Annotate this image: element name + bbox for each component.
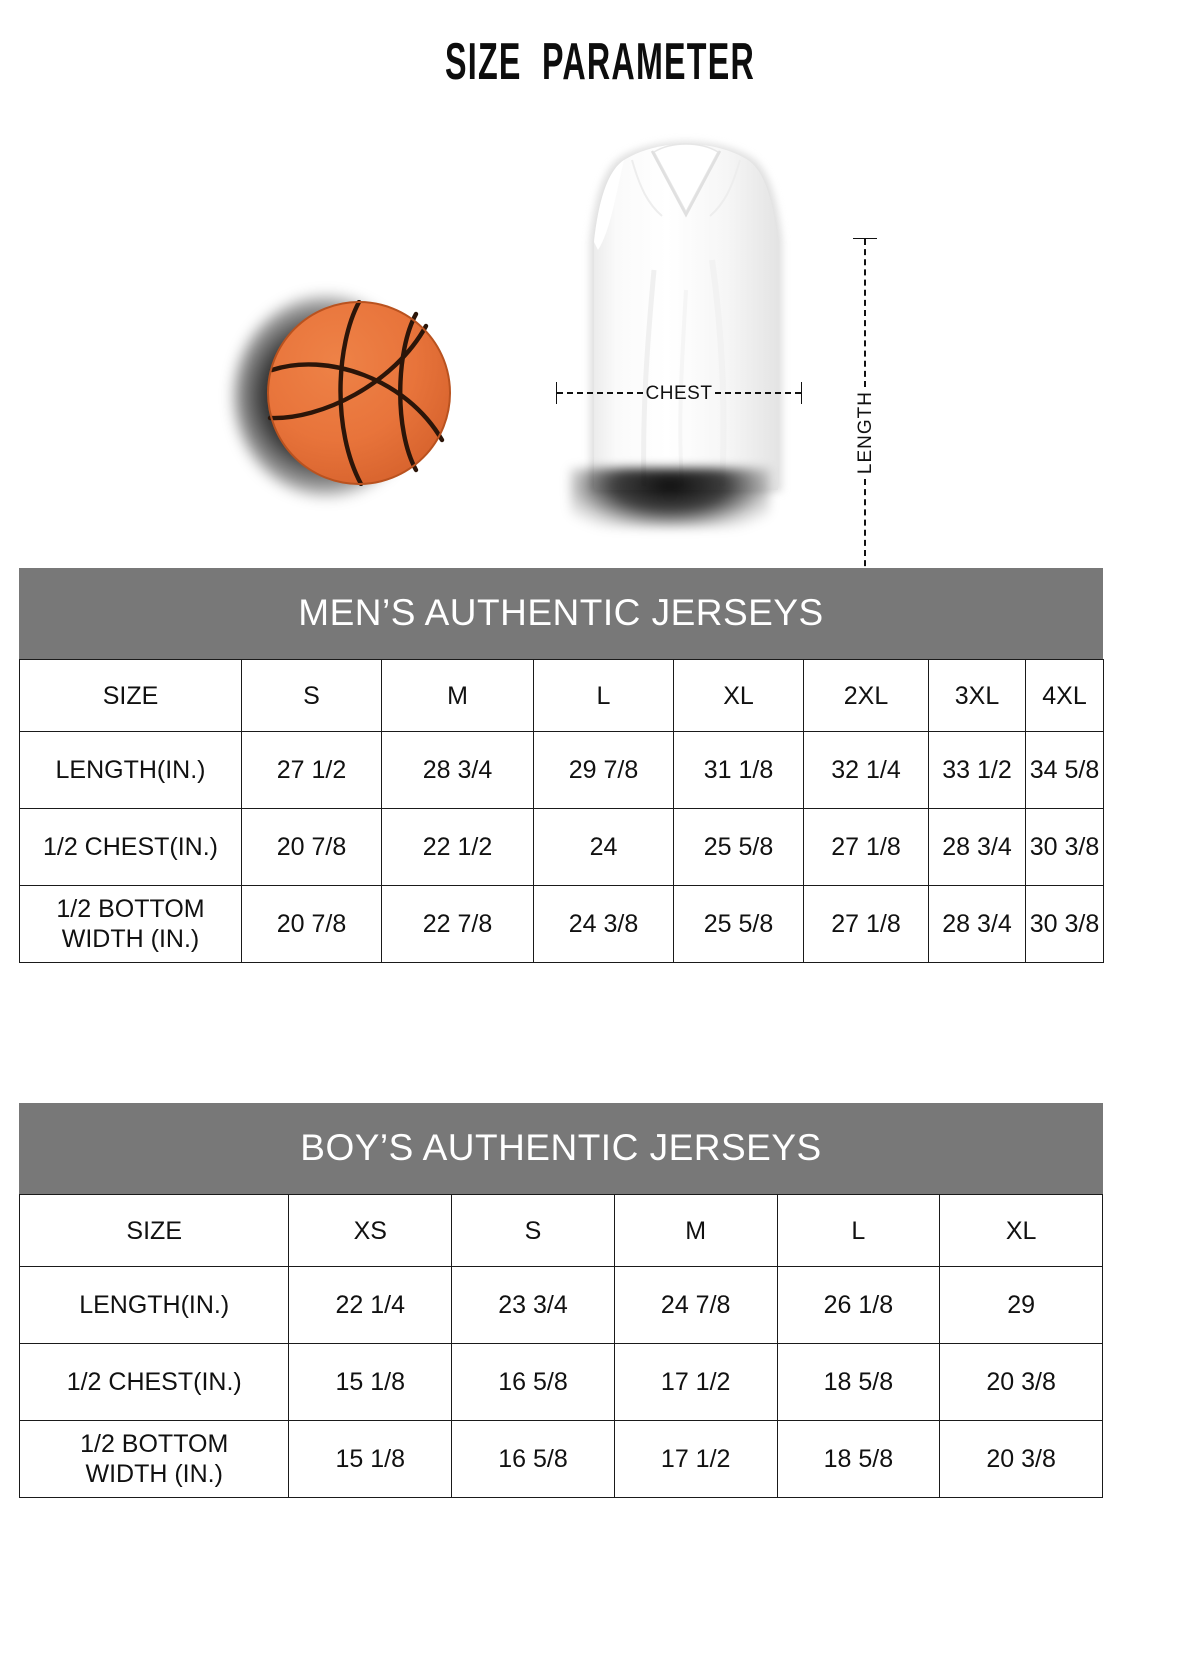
cell-length-m: 24 7/8: [613, 1266, 778, 1344]
cell-chest-s: 16 5/8: [451, 1343, 615, 1421]
chest-dash-left: [557, 392, 643, 394]
mens-size-table: SIZE S M L XL 2XL 3XL 4XL LENGTH(IN.) 27…: [19, 659, 1104, 963]
cell-chest-xl: 25 5/8: [673, 808, 804, 886]
basketball-graphic: [232, 278, 472, 518]
cell-length-xl: 31 1/8: [673, 731, 804, 809]
table-row: 1/2 BOTTOM WIDTH (IN.) 20 7/8 22 7/8 24 …: [19, 885, 1104, 963]
cell-chest-3xl: 28 3/4: [928, 808, 1026, 886]
chest-cap-right: [801, 382, 802, 404]
header-size-l: L: [776, 1194, 941, 1267]
cell-bottom-l: 24 3/8: [533, 885, 674, 963]
cell-length-l: 26 1/8: [776, 1266, 941, 1344]
cell-bottom-3xl: 28 3/4: [928, 885, 1026, 963]
table-row: LENGTH(IN.) 27 1/2 28 3/4 29 7/8 31 1/8 …: [19, 731, 1104, 809]
header-size: SIZE: [19, 659, 242, 732]
header-size-s: S: [241, 659, 382, 732]
header-size-4xl: 4XL: [1025, 659, 1104, 732]
row-label-half-chest: 1/2 CHEST(IN.): [19, 808, 242, 886]
table-row: 1/2 BOTTOM WIDTH (IN.) 15 1/8 16 5/8 17 …: [18, 1420, 1103, 1498]
row-label-half-chest: 1/2 CHEST(IN.): [18, 1343, 290, 1421]
row-label-half-bottom-width: 1/2 BOTTOM WIDTH (IN.): [18, 1420, 290, 1498]
table-header-row: SIZE S M L XL 2XL 3XL 4XL: [19, 659, 1104, 732]
table-row: 1/2 CHEST(IN.) 20 7/8 22 1/2 24 25 5/8 2…: [19, 808, 1104, 886]
row-label-length: LENGTH(IN.): [19, 731, 242, 809]
cell-bottom-xl: 20 3/8: [939, 1420, 1103, 1498]
cell-chest-m: 22 1/2: [381, 808, 534, 886]
cell-bottom-l: 18 5/8: [776, 1420, 941, 1498]
table-row: 1/2 CHEST(IN.) 15 1/8 16 5/8 17 1/2 18 5…: [18, 1343, 1103, 1421]
cell-length-4xl: 34 5/8: [1025, 731, 1104, 809]
basketball-icon: [266, 299, 452, 487]
length-dash-bottom: [864, 478, 866, 628]
mens-table-banner: MEN’S AUTHENTIC JERSEYS: [19, 568, 1103, 659]
length-cap-top: [853, 238, 877, 239]
row-label-half-bottom-width: 1/2 BOTTOM WIDTH (IN.): [19, 885, 242, 963]
cell-length-s: 27 1/2: [241, 731, 382, 809]
row-label-line1: 1/2 BOTTOM: [56, 895, 205, 923]
cell-chest-l: 18 5/8: [776, 1343, 941, 1421]
length-dash-top: [864, 239, 866, 388]
header-size-xl: XL: [939, 1194, 1103, 1267]
cell-length-l: 29 7/8: [533, 731, 674, 809]
row-label-length: LENGTH(IN.): [18, 1266, 290, 1344]
table-row: LENGTH(IN.) 22 1/4 23 3/4 24 7/8 26 1/8 …: [18, 1266, 1103, 1344]
mens-size-table-block: MEN’S AUTHENTIC JERSEYS SIZE S M L XL 2X…: [19, 568, 1104, 963]
cell-bottom-m: 22 7/8: [381, 885, 534, 963]
header-size-2xl: 2XL: [803, 659, 929, 732]
header-size-m: M: [613, 1194, 778, 1267]
illustration-area: CHEST LENGTH: [0, 110, 1200, 629]
header-size-m: M: [381, 659, 534, 732]
header-size: SIZE: [18, 1194, 290, 1267]
cell-bottom-2xl: 27 1/8: [803, 885, 929, 963]
header-size-s: S: [451, 1194, 615, 1267]
jersey-icon: [590, 142, 782, 492]
cell-bottom-s: 16 5/8: [451, 1420, 615, 1498]
boys-size-table: SIZE XS S M L XL LENGTH(IN.) 22 1/4 23 3…: [18, 1194, 1103, 1498]
header-size-l: L: [533, 659, 674, 732]
cell-chest-2xl: 27 1/8: [803, 808, 929, 886]
cell-length-3xl: 33 1/2: [928, 731, 1026, 809]
boys-table-banner: BOY’S AUTHENTIC JERSEYS: [19, 1103, 1103, 1194]
jersey-graphic: [536, 120, 836, 530]
cell-bottom-xs: 15 1/8: [288, 1420, 453, 1498]
cell-chest-l: 24: [533, 808, 674, 886]
header-size-3xl: 3XL: [928, 659, 1026, 732]
cell-length-xs: 22 1/4: [288, 1266, 453, 1344]
row-label-line2: WIDTH (IN.): [85, 1460, 223, 1488]
header-size-xl: XL: [673, 659, 804, 732]
cell-bottom-m: 17 1/2: [613, 1420, 778, 1498]
cell-bottom-xl: 25 5/8: [673, 885, 804, 963]
header-size-xs: XS: [288, 1194, 453, 1267]
cell-chest-xl: 20 3/8: [939, 1343, 1103, 1421]
cell-length-m: 28 3/4: [381, 731, 534, 809]
row-label-line1: 1/2 BOTTOM: [80, 1430, 229, 1458]
table-header-row: SIZE XS S M L XL: [18, 1194, 1103, 1267]
cell-bottom-4xl: 30 3/8: [1025, 885, 1104, 963]
chest-label: CHEST: [645, 382, 713, 404]
cell-chest-s: 20 7/8: [241, 808, 382, 886]
cell-chest-xs: 15 1/8: [288, 1343, 453, 1421]
cell-length-2xl: 32 1/4: [803, 731, 929, 809]
row-label-line2: WIDTH (IN.): [61, 925, 200, 953]
cell-length-xl: 29: [939, 1266, 1103, 1344]
chest-dash-right: [715, 392, 801, 394]
boys-size-table-block: BOY’S AUTHENTIC JERSEYS SIZE XS S M L XL…: [18, 1103, 1103, 1498]
cell-length-s: 23 3/4: [451, 1266, 615, 1344]
chest-measurement-line: CHEST: [556, 380, 802, 406]
chest-cap-left: [556, 382, 557, 404]
jersey-shadow: [570, 468, 770, 528]
cell-chest-4xl: 30 3/8: [1025, 808, 1104, 886]
page-title: SIZE PARAMETER: [445, 33, 755, 91]
cell-bottom-s: 20 7/8: [241, 885, 382, 963]
cell-chest-m: 17 1/2: [613, 1343, 778, 1421]
length-label: LENGTH: [854, 391, 876, 475]
